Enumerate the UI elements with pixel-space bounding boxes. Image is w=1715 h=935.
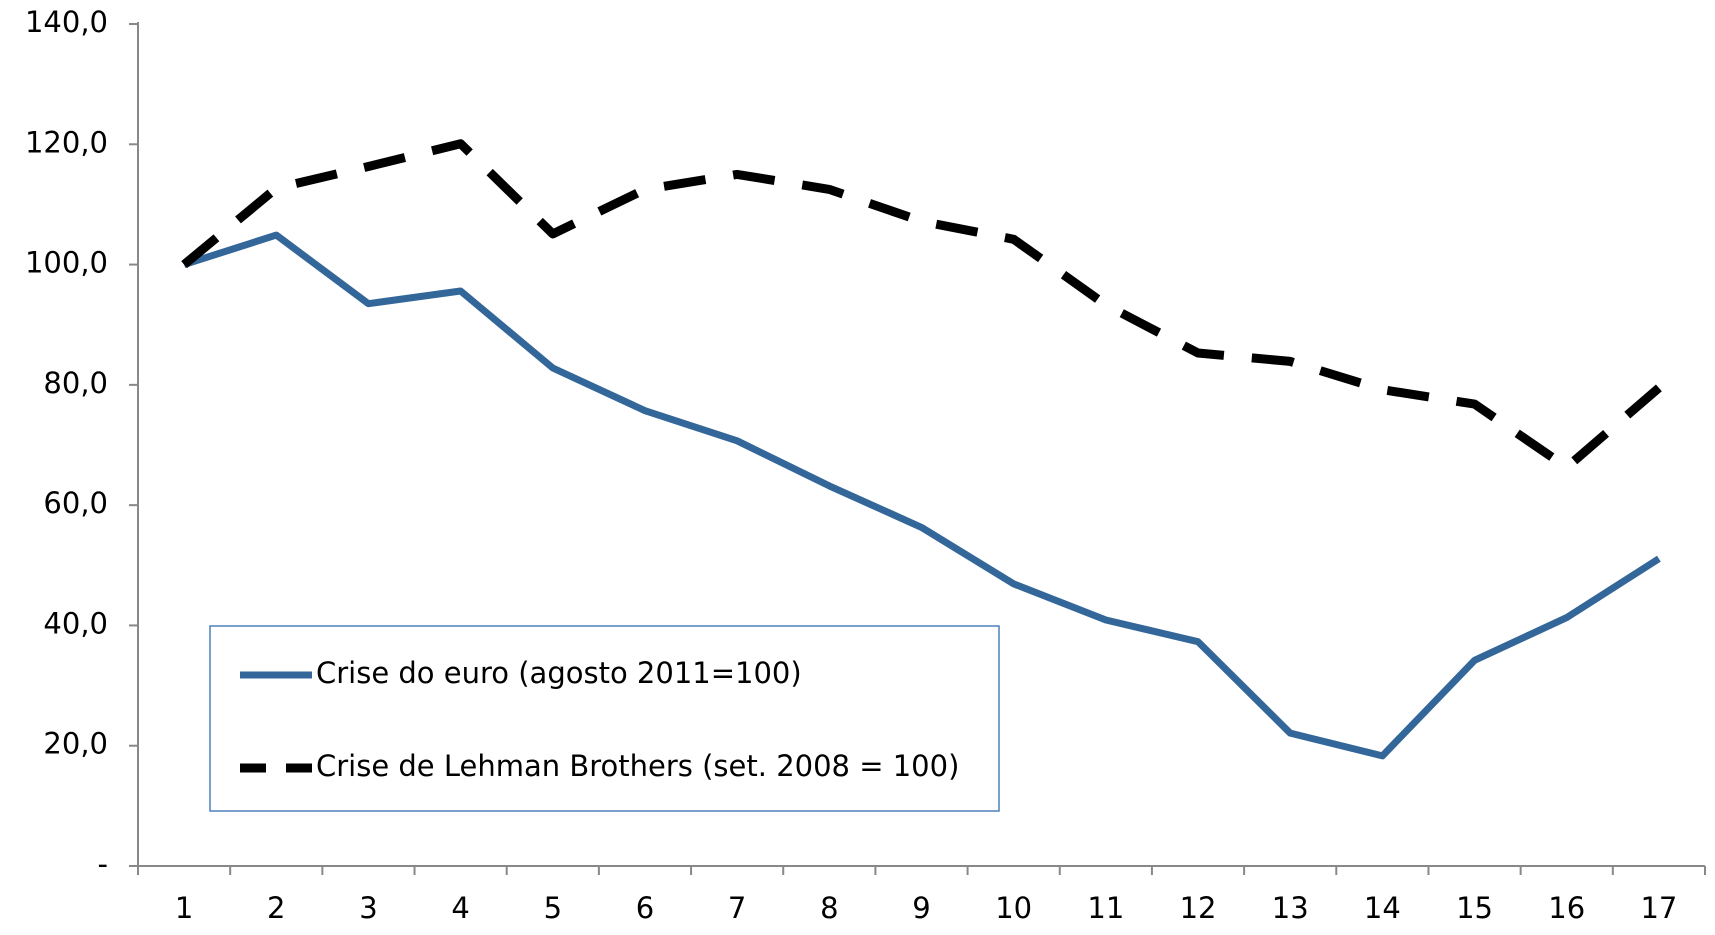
- y-tick-label: 20,0: [43, 727, 108, 761]
- x-tick-label: 10: [995, 891, 1032, 925]
- x-tick-label: 8: [820, 891, 838, 925]
- x-tick-label: 16: [1548, 891, 1585, 925]
- legend-box: [209, 625, 1000, 812]
- x-tick-label: 13: [1272, 891, 1309, 925]
- x-tick-label: 5: [544, 891, 562, 925]
- legend-label: Crise de Lehman Brothers (set. 2008 = 10…: [316, 749, 959, 783]
- y-tick-label: 60,0: [43, 486, 108, 520]
- x-tick-label: 4: [451, 891, 469, 925]
- x-tick-label: 1: [175, 891, 193, 925]
- x-tick-label: 7: [728, 891, 746, 925]
- x-tick-label: 2: [267, 891, 285, 925]
- x-tick-label: 11: [1087, 891, 1124, 925]
- y-tick-label: 100,0: [25, 246, 108, 280]
- x-tick-label: 17: [1640, 891, 1677, 925]
- y-tick-label: 140,0: [25, 5, 108, 39]
- legend-label: Crise do euro (agosto 2011=100): [316, 656, 802, 690]
- y-tick-label: 80,0: [43, 366, 108, 400]
- x-tick-label: 12: [1180, 891, 1217, 925]
- y-tick-label: 40,0: [43, 606, 108, 640]
- series-line: [183, 231, 1661, 760]
- x-tick-label: 6: [636, 891, 654, 925]
- x-tick-label: 14: [1364, 891, 1401, 925]
- y-tick-label: 120,0: [25, 125, 108, 159]
- y-tick-label: -: [98, 847, 108, 881]
- x-tick-label: 15: [1456, 891, 1493, 925]
- series-line: [181, 139, 1662, 472]
- x-tick-label: 3: [359, 891, 377, 925]
- x-tick-label: 9: [912, 891, 930, 925]
